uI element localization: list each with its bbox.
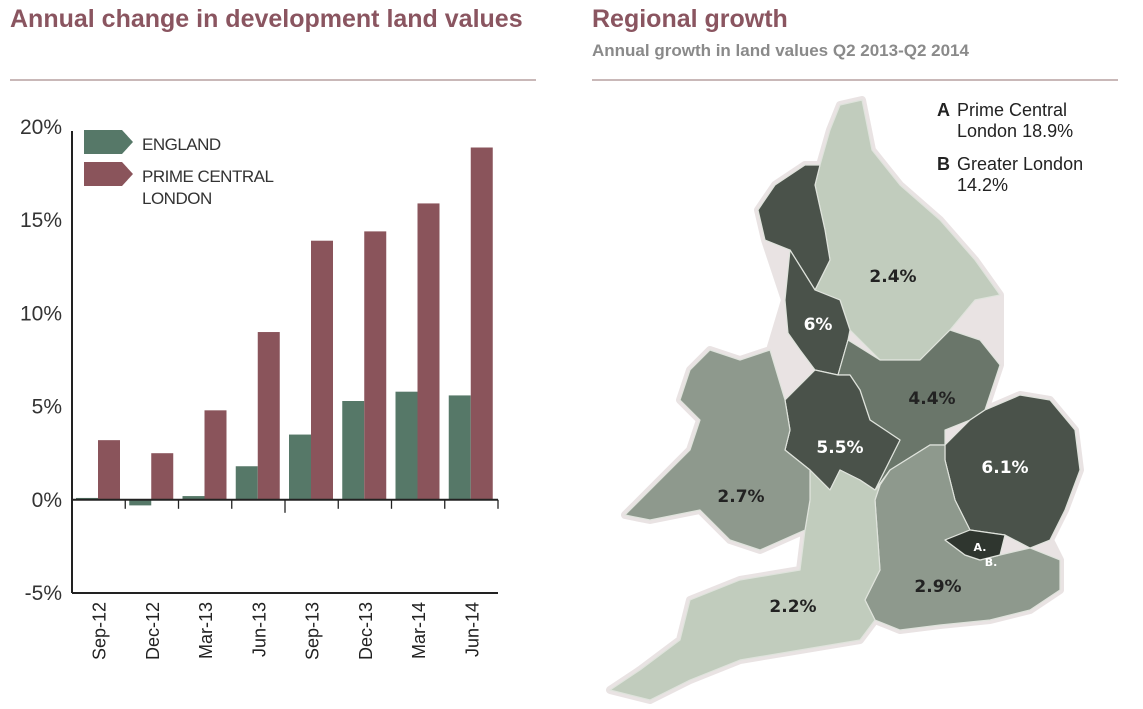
bar-england bbox=[342, 401, 365, 500]
bar-chart: Sep-12 Dec-12 Mar-13 Jun-13 Sep-13 Dec-13 Mar-… bbox=[20, 116, 499, 660]
x-tick-label: Mar-13 bbox=[196, 602, 216, 659]
bar-pcl bbox=[98, 440, 120, 500]
bar-england bbox=[395, 391, 418, 500]
map-legend-a: A Prime Central London 18.9% bbox=[937, 100, 1073, 142]
x-tick-label: Sep-12 bbox=[90, 602, 110, 660]
x-tick-label: Jun-13 bbox=[249, 602, 269, 657]
bar-pcl bbox=[311, 240, 333, 500]
region-south-west bbox=[609, 469, 881, 701]
bar-pcl bbox=[470, 147, 493, 500]
chart-title: Annual change in development land values bbox=[10, 5, 523, 33]
map-legend-b: B Greater London 14.2% bbox=[937, 154, 1083, 196]
y-tick-label: 5% bbox=[32, 396, 62, 419]
legend-swatch-england bbox=[84, 130, 133, 154]
divider bbox=[592, 79, 1118, 81]
key-b: B bbox=[937, 154, 950, 174]
bar-england bbox=[129, 499, 152, 506]
map-subtitle: Annual growth in land values Q2 2013-Q2 … bbox=[592, 41, 969, 60]
bar-pcl bbox=[417, 203, 440, 500]
y-tick-label: 0% bbox=[32, 489, 62, 512]
divider bbox=[10, 79, 536, 81]
label-north-west: 6% bbox=[804, 315, 833, 335]
label-london-a: A. bbox=[974, 541, 987, 554]
x-tick-label: Sep-13 bbox=[303, 602, 323, 660]
bar-pcl bbox=[151, 453, 174, 500]
x-tick-label: Jun-14 bbox=[462, 602, 482, 657]
bar-pcl bbox=[257, 332, 280, 500]
x-tick-label: Dec-13 bbox=[356, 602, 376, 660]
label-london-b: B. bbox=[985, 556, 998, 569]
label-north-east-yorkshire: 2.4% bbox=[869, 267, 916, 287]
y-tick-label: 20% bbox=[20, 116, 62, 139]
bar-england bbox=[289, 434, 311, 500]
label-west-midlands: 5.5% bbox=[816, 438, 863, 458]
label-wales: 2.7% bbox=[717, 487, 764, 507]
region-wales bbox=[624, 349, 811, 551]
label-east-midlands: 4.4% bbox=[908, 389, 955, 409]
key-a: A bbox=[937, 100, 950, 120]
legend-label-pcl-1: PRIME CENTRAL bbox=[142, 167, 274, 186]
bar-pcl bbox=[364, 231, 387, 500]
legend-label-england: ENGLAND bbox=[142, 135, 221, 154]
x-tick-label: Dec-12 bbox=[143, 602, 163, 660]
legend-a-text2: London 18.9% bbox=[957, 121, 1074, 141]
legend-a-text: Prime Central bbox=[957, 100, 1068, 120]
label-east: 6.1% bbox=[981, 458, 1028, 478]
y-tick-label: 15% bbox=[20, 209, 62, 232]
bar-england bbox=[235, 466, 258, 500]
map-title: Regional growth bbox=[592, 5, 788, 33]
legend-label-pcl-2: LONDON bbox=[142, 189, 212, 208]
region-london bbox=[944, 529, 1006, 561]
legend-b-text: Greater London bbox=[957, 154, 1084, 174]
bar-pcl bbox=[204, 410, 227, 500]
legend-b-text2: 14.2% bbox=[957, 175, 1009, 195]
bar-england bbox=[182, 496, 205, 500]
bar-england bbox=[448, 395, 471, 500]
y-tick-label: -5% bbox=[25, 582, 62, 605]
legend-swatch-pcl bbox=[84, 162, 133, 186]
y-tick-label: 10% bbox=[20, 302, 62, 325]
label-south-east: 2.9% bbox=[914, 577, 961, 597]
label-south-west: 2.2% bbox=[769, 597, 816, 617]
legend-label-pcl: PRIME CENTRAL LONDON bbox=[142, 166, 274, 210]
x-tick-label: Mar-14 bbox=[409, 602, 429, 659]
